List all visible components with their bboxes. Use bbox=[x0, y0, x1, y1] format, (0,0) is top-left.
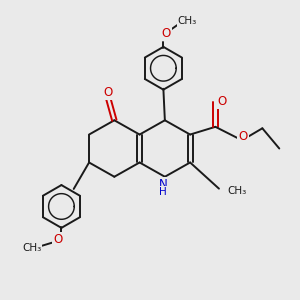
Text: CH₃: CH₃ bbox=[178, 16, 197, 26]
Text: O: O bbox=[217, 95, 226, 108]
Text: O: O bbox=[53, 233, 62, 246]
Text: O: O bbox=[238, 130, 248, 143]
Text: N: N bbox=[159, 178, 168, 191]
Text: O: O bbox=[162, 27, 171, 40]
Text: CH₃: CH₃ bbox=[22, 243, 41, 253]
Text: O: O bbox=[103, 86, 112, 99]
Text: CH₃: CH₃ bbox=[228, 186, 247, 196]
Text: H: H bbox=[160, 187, 167, 197]
